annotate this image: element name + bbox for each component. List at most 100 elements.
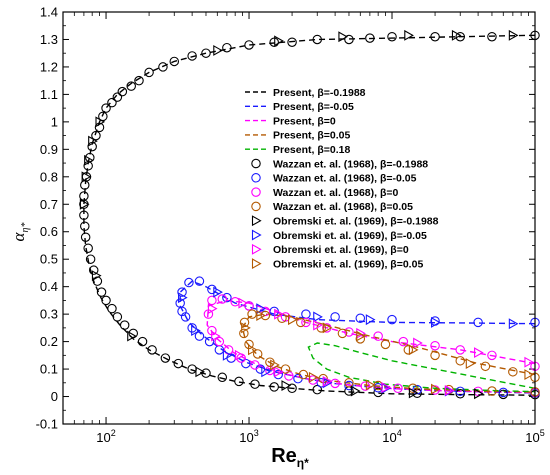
legend: Present, β=-0.1988 Present, β=-0.05 Presen… [245,87,439,270]
x-tick-label-base: 10 [96,430,110,445]
data-point [269,382,279,392]
series-line [307,342,536,393]
data-point [381,382,392,393]
data-point [256,310,266,321]
series-layer [79,29,540,400]
x-tick-label-base: 10 [382,430,396,445]
data-point [344,380,354,391]
data-point [322,322,333,334]
legend-triangle-swatch [251,243,262,255]
y-axis-label: αη* [9,223,31,242]
data-point [98,111,108,122]
data-point [214,336,225,347]
data-point [373,331,383,341]
data-point [387,314,397,325]
plot-frame [62,11,536,425]
y-tick-label: 0.1 [40,362,58,377]
legend-circle-swatch [251,187,261,197]
data-point [474,347,484,359]
data-point [195,366,206,378]
data-point [408,383,418,394]
data-point [355,334,366,344]
y-tick-label: 0.4 [40,279,58,294]
data-point [274,35,284,47]
series-line [241,313,536,393]
data-point [408,344,419,356]
x-tick-label-base: 10 [525,430,539,445]
data-point [274,308,284,320]
data-point [350,385,361,397]
y-tick-label: 0.9 [40,142,58,157]
data-point [79,198,90,210]
legend-item: Obremski et. al. (1969), β=-0.1988 [251,215,439,228]
legend-item: Obremski et. al. (1969), β=0.05 [251,258,423,270]
data-point [88,265,99,275]
data-point [524,369,535,381]
legend-item: Present, β=0.18 [245,144,350,156]
data-point [338,31,349,43]
data-point [177,292,188,304]
data-point [508,318,519,330]
data-point [473,317,483,328]
data-point [244,40,254,50]
data-point [273,369,283,380]
data-point [256,303,266,315]
data-point [287,37,297,47]
series-present-0-05 [241,313,536,393]
data-point [222,42,232,53]
data-point [95,116,106,128]
data-point [403,345,414,355]
data-point [248,344,258,356]
data-point [147,345,157,355]
x-tick-label: 104 [382,428,401,445]
data-point [508,367,518,377]
data-point [393,383,403,394]
legend-item: Wazzan et. al. (1968), β=0 [251,187,399,199]
data-point [288,314,298,326]
data-point [101,295,111,306]
legend-item: Present, β=-0.1988 [245,87,366,99]
data-point [455,386,465,397]
data-point [222,349,233,361]
data-point [247,309,257,319]
data-point [508,29,519,41]
data-point [487,386,497,396]
data-point [344,34,354,45]
x-axis-label: Reη* [271,445,309,470]
legend-label: Wazzan et. al. (1968), β=-0.05 [273,173,417,185]
data-point [239,317,250,328]
data-point [444,385,455,396]
data-point [487,350,497,361]
legend-label: Wazzan et. al. (1968), β=-0.1988 [273,158,428,170]
x-axis-label-sub: η* [297,456,309,470]
legend-item: Obremski et. al. (1969), β=0 [251,243,409,256]
data-point [191,325,201,337]
data-point [322,375,333,387]
series-wazzan-et-al-1968-0-05 [239,309,540,397]
data-point [158,62,168,72]
series-obremski-et-al-1969-0-1988 [79,29,519,400]
data-point [287,383,297,394]
data-point [356,330,366,342]
data-point [337,328,348,339]
legend-label: Present, β=-0.05 [273,101,354,113]
data-point [280,364,291,374]
data-point [207,303,218,315]
legend-item: Wazzan et. al. (1968), β=-0.1988 [251,158,428,170]
x-axis-label-main: Re [271,445,297,467]
y-axis-label-sub: η* [20,223,31,233]
data-point [112,312,123,322]
data-point [127,330,137,342]
y-tick-label: 0.8 [40,169,58,184]
legend-item: Wazzan et. al. (1968), β=-0.05 [251,173,417,185]
legend-item: Present, β=0 [245,115,336,127]
data-point [498,387,509,398]
data-point [431,383,441,395]
data-point [408,387,419,399]
data-point [281,380,292,391]
data-point [84,154,94,166]
y-tick-label: 1.3 [40,32,58,47]
x-tick-label: 105 [525,428,544,445]
data-point [96,287,107,297]
